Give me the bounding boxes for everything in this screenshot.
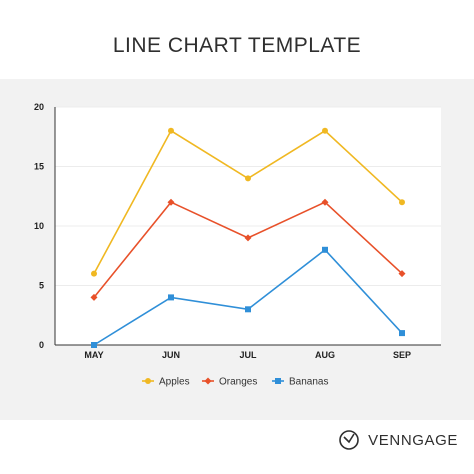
data-point-oranges (244, 234, 252, 242)
legend: Apples Oranges Bananas (142, 377, 328, 388)
legend-marker-oranges (204, 377, 212, 385)
x-tick-label: JUL (239, 350, 257, 360)
legend-label-apples: Apples (159, 377, 190, 388)
y-tick-label: 20 (34, 102, 44, 112)
series-group (90, 127, 406, 348)
y-tick-label: 5 (39, 281, 44, 291)
y-tick-label: 0 (39, 340, 44, 350)
data-point-oranges (167, 198, 175, 206)
data-point-bananas (168, 294, 174, 301)
x-tick-label: JUN (162, 350, 180, 360)
data-point-apples (168, 127, 174, 134)
data-point-oranges (90, 293, 98, 301)
data-point-bananas (245, 306, 251, 313)
y-tick-label: 15 (34, 162, 44, 172)
data-point-oranges (398, 270, 406, 278)
data-point-bananas (322, 246, 328, 253)
brand-name: VENNGAGE (368, 431, 458, 449)
footer (0, 420, 474, 474)
x-tick-label: SEP (393, 350, 411, 360)
data-point-apples (399, 199, 405, 206)
x-tick-labels: MAY JUN JUL AUG SEP (84, 350, 411, 360)
legend-marker-apples (145, 378, 151, 384)
data-point-bananas (399, 330, 405, 337)
brand: VENNGAGE (338, 429, 458, 451)
legend-label-bananas: Bananas (289, 377, 328, 388)
legend-label-oranges: Oranges (219, 377, 257, 388)
data-point-apples (245, 175, 251, 182)
venngage-logo-icon (339, 430, 359, 450)
data-point-apples (91, 270, 97, 277)
data-point-apples (322, 127, 328, 134)
y-tick-label: 10 (34, 221, 44, 231)
data-point-oranges (321, 198, 329, 206)
data-point-bananas (91, 342, 97, 348)
legend-marker-bananas (275, 378, 281, 384)
x-tick-label: AUG (315, 350, 335, 360)
y-tick-labels: 0 5 10 15 20 (34, 102, 44, 350)
page-title: LINE CHART TEMPLATE (112, 34, 362, 57)
x-tick-label: MAY (84, 350, 103, 360)
